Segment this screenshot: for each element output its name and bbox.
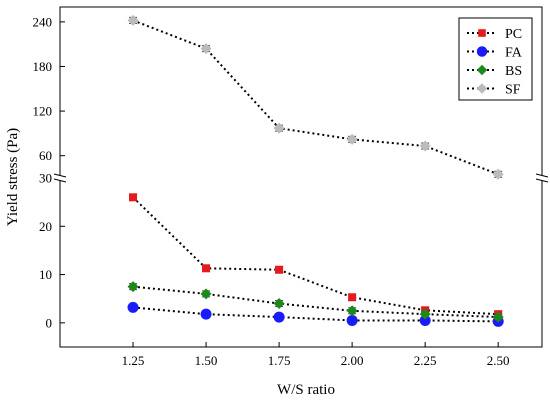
axis-ticks: 1.25 1.50 1.75 2.00 2.25 2.50 0 10 20 30 60 120 180 2…: [33, 14, 510, 368]
series-bs: [127, 281, 504, 323]
point-bs: [492, 311, 504, 323]
point-pc: [129, 193, 138, 202]
point-fa: [419, 314, 431, 326]
legend-marker-fa: [476, 46, 488, 57]
x-tick-label: 1.75: [268, 353, 291, 368]
point-bs: [273, 298, 285, 310]
point-fa: [200, 308, 212, 320]
point-pc: [275, 265, 284, 274]
y-tick-label: 60: [39, 148, 52, 163]
y-axis-label: Yield stress (Pa): [5, 128, 21, 226]
point-bs: [127, 281, 139, 293]
axis-break-line: [53, 173, 67, 178]
axis-break-line: [535, 178, 549, 183]
point-bs: [346, 305, 358, 317]
point-sf: [273, 122, 285, 134]
axis-break-line: [53, 178, 67, 183]
point-sf: [127, 14, 139, 26]
series-line-bs: [132, 285, 499, 319]
series-layer: [127, 14, 504, 327]
point-sf: [200, 43, 212, 55]
point-sf: [346, 133, 358, 145]
point-bs: [419, 308, 431, 320]
y-tick-label: 180: [33, 59, 53, 74]
series-line-fa: [132, 306, 499, 323]
y-tick-label: 30: [39, 171, 52, 186]
point-bs: [200, 288, 212, 300]
legend: PC FA BS SF: [458, 17, 533, 101]
point-sf: [492, 168, 504, 180]
y-tick-label: 20: [39, 219, 52, 234]
axis-break-gap: [537, 176, 547, 180]
x-tick-label: 2.50: [487, 353, 510, 368]
x-tick-label: 2.00: [341, 353, 364, 368]
legend-label-fa: FA: [505, 46, 523, 61]
series-line-pc: [132, 196, 499, 316]
series-pc: [129, 193, 503, 319]
axis-break-gap: [55, 176, 65, 180]
y-tick-label: 240: [33, 14, 53, 29]
legend-marker-sf: [476, 83, 488, 94]
legend-marker-pc: [478, 29, 486, 37]
x-tick-label: 2.25: [414, 353, 437, 368]
point-fa: [346, 314, 358, 326]
legend-marker-bs: [476, 64, 488, 76]
y-tick-label: 10: [39, 267, 52, 282]
point-fa: [273, 311, 285, 323]
x-axis-label: W/S ratio: [277, 382, 335, 398]
point-sf: [419, 140, 431, 152]
legend-label-bs: BS: [505, 64, 522, 79]
x-tick-label: 1.50: [195, 353, 218, 368]
y-tick-label: 0: [46, 315, 53, 330]
y-tick-label: 120: [33, 104, 53, 119]
legend-label-pc: PC: [505, 27, 522, 42]
point-pc: [348, 293, 357, 302]
point-pc: [202, 264, 211, 273]
legend-box: [458, 17, 533, 101]
point-fa: [127, 301, 139, 313]
series-line-sf: [132, 19, 499, 176]
series-sf: [127, 14, 504, 180]
legend-label-sf: SF: [505, 83, 521, 98]
x-tick-label: 1.25: [122, 353, 145, 368]
axis-break-marks: [53, 173, 549, 183]
axis-break-line: [535, 173, 549, 178]
